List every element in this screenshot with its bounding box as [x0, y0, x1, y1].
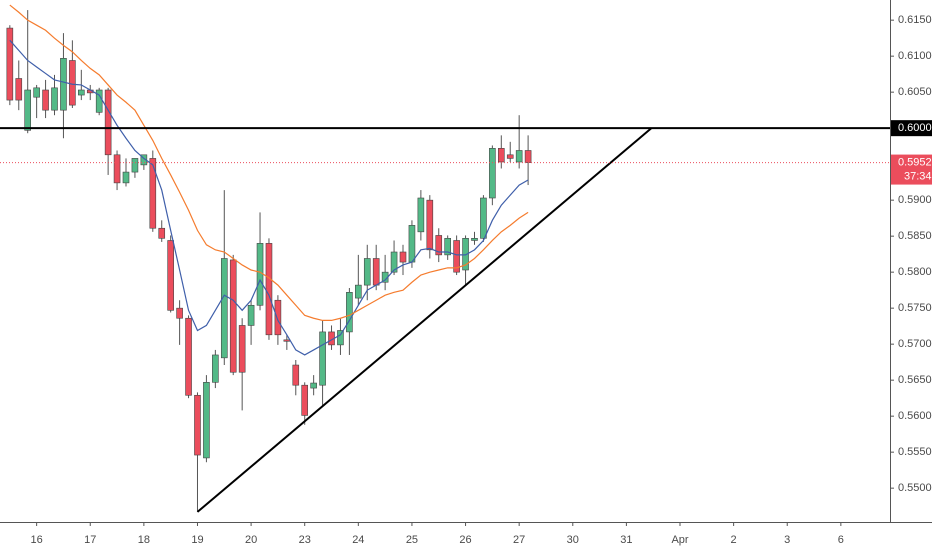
- candle-body: [69, 60, 76, 106]
- candle-body: [185, 317, 192, 396]
- candle-body: [355, 284, 362, 299]
- x-tick-label: 23: [299, 534, 311, 546]
- candle-body: [444, 238, 451, 256]
- y-tick-label: 0.61500: [898, 14, 932, 26]
- x-tick-label: 30: [567, 534, 579, 546]
- last-price-label-box: [891, 154, 932, 185]
- candle-body: [176, 307, 183, 319]
- x-tick-label: 24: [352, 534, 364, 546]
- x-tick-label: 27: [513, 534, 525, 546]
- candle-body: [515, 150, 523, 163]
- candle-body: [238, 325, 246, 373]
- x-tick-label: 16: [31, 534, 43, 546]
- candle-body: [408, 225, 416, 263]
- candle-body: [524, 150, 532, 163]
- candle-body: [158, 227, 166, 239]
- candle-body: [310, 382, 317, 389]
- candle-body: [42, 89, 49, 111]
- candle-body: [337, 330, 344, 346]
- x-tick-label: 19: [191, 534, 203, 546]
- candle-body: [417, 197, 425, 233]
- x-tick-label: 6: [838, 534, 844, 546]
- x-tick-label: 17: [84, 534, 96, 546]
- x-tick-label: Apr: [671, 534, 688, 546]
- candle-body: [506, 154, 514, 159]
- candle-body: [292, 364, 300, 386]
- trend-line: [196, 127, 653, 513]
- plot: [0, 4, 890, 513]
- candle-body: [265, 243, 273, 336]
- candle-body: [229, 259, 237, 373]
- candle-body: [274, 299, 282, 336]
- candle-body: [480, 197, 487, 239]
- moving-average-line: [9, 4, 529, 321]
- candle-body: [51, 87, 58, 111]
- x-tick-label: 18: [138, 534, 150, 546]
- candle-body: [390, 251, 398, 273]
- horizontal-line-label-box: [891, 120, 932, 137]
- x-tick-label: 20: [245, 534, 257, 546]
- candle-body: [372, 258, 380, 286]
- candle-body: [301, 384, 309, 416]
- candle-body: [453, 240, 460, 273]
- candle-body: [149, 158, 157, 229]
- candle-body: [283, 339, 291, 342]
- candle-body: [203, 382, 210, 459]
- candle-body: [113, 154, 121, 184]
- candle-body: [122, 171, 130, 184]
- candle-body: [319, 331, 326, 386]
- candle-body: [497, 148, 505, 163]
- last-price-label: 0.59522: [898, 156, 932, 168]
- candle-body: [220, 258, 228, 359]
- candle-body: [426, 199, 434, 251]
- candle-body: [194, 394, 201, 456]
- candle-body: [471, 238, 478, 241]
- candle-body: [399, 251, 407, 263]
- candle-body: [78, 89, 85, 96]
- candle-body: [167, 240, 174, 311]
- candle-body: [60, 58, 67, 111]
- candle-body: [346, 292, 353, 333]
- candle-body: [15, 78, 23, 101]
- candle-body: [212, 354, 219, 383]
- candle-body: [489, 148, 496, 199]
- candle-body: [256, 243, 264, 306]
- candle-body: [6, 27, 14, 101]
- x-tick-label: 3: [784, 534, 790, 546]
- candle-body: [104, 89, 112, 156]
- x-tick-label: 2: [731, 534, 737, 546]
- candle-body: [462, 238, 469, 271]
- candle-body: [435, 235, 443, 256]
- x-tick-label: 25: [406, 534, 418, 546]
- candle-body: [131, 158, 139, 173]
- candle-body: [33, 87, 40, 98]
- x-tick-label: 31: [620, 534, 632, 546]
- candle-body: [247, 304, 255, 326]
- candle-body: [363, 258, 371, 286]
- moving-average-line: [9, 39, 529, 356]
- x-tick-label: 26: [459, 534, 471, 546]
- countdown-label: 37:34: [904, 170, 932, 182]
- candle-body: [24, 89, 32, 131]
